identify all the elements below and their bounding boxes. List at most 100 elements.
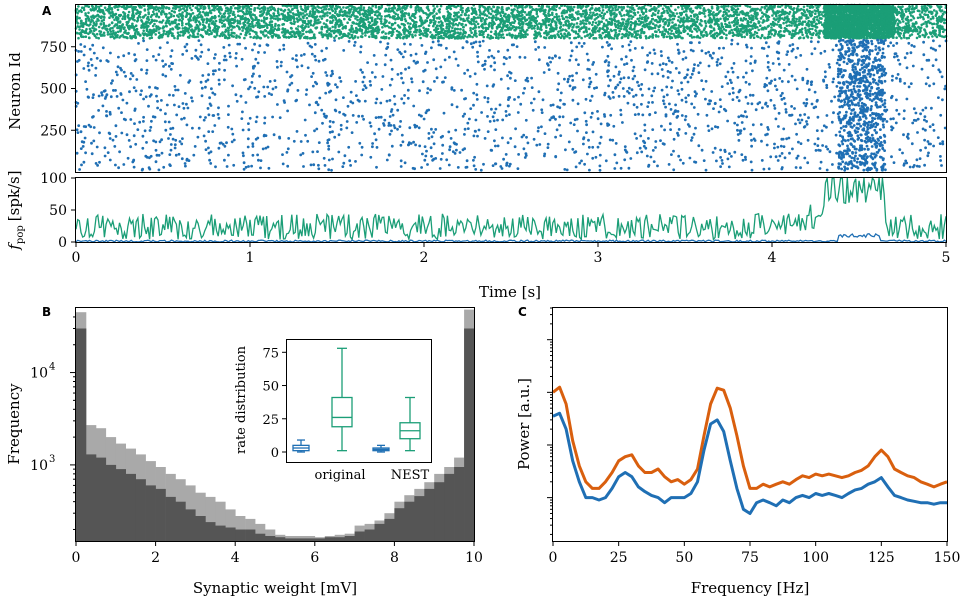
spike-inhibitory bbox=[126, 14, 130, 18]
spike-inhibitory bbox=[235, 34, 238, 37]
spike-inhibitory bbox=[759, 24, 762, 28]
spike-inhibitory bbox=[206, 28, 210, 32]
spike-inhibitory bbox=[488, 5, 491, 9]
spike-inhibitory bbox=[746, 22, 749, 25]
spike-inhibitory bbox=[682, 10, 686, 13]
spike-inhibitory bbox=[348, 36, 352, 40]
spike-inhibitory bbox=[802, 5, 806, 9]
spike-inhibitory bbox=[518, 23, 522, 27]
spike-inhibitory bbox=[677, 28, 680, 32]
spike-inhibitory bbox=[79, 22, 83, 25]
spike-inhibitory bbox=[301, 12, 305, 15]
spike-inhibitory bbox=[487, 16, 491, 19]
spike-inhibitory bbox=[722, 6, 726, 10]
spike-inhibitory bbox=[478, 5, 482, 9]
spike-inhibitory bbox=[346, 6, 350, 9]
spike-inhibitory bbox=[181, 17, 184, 21]
spike-inhibitory bbox=[559, 21, 563, 25]
spike-inhibitory bbox=[476, 16, 480, 19]
spike-inhibitory bbox=[591, 23, 594, 27]
spike-inhibitory bbox=[402, 35, 406, 39]
spike-inhibitory bbox=[204, 14, 207, 17]
spike-inhibitory bbox=[920, 5, 924, 8]
spike-inhibitory bbox=[429, 18, 432, 22]
spike-inhibitory bbox=[283, 8, 287, 12]
spike-inhibitory bbox=[578, 12, 582, 16]
spike-inhibitory bbox=[336, 14, 340, 18]
spike-inhibitory bbox=[260, 31, 263, 34]
spike-inhibitory bbox=[407, 12, 411, 15]
spike-inhibitory bbox=[426, 15, 430, 19]
spike-inhibitory bbox=[422, 26, 425, 30]
spike-inhibitory bbox=[461, 33, 465, 36]
spike-inhibitory bbox=[803, 11, 807, 14]
spike-inhibitory bbox=[299, 5, 303, 8]
spike-inhibitory bbox=[287, 35, 291, 39]
spike-inhibitory bbox=[352, 21, 355, 24]
spike-inhibitory bbox=[669, 18, 672, 22]
spike-inhibitory bbox=[143, 8, 147, 11]
spike-inhibitory bbox=[724, 22, 727, 26]
spike-inhibitory bbox=[713, 22, 717, 26]
spike-inhibitory bbox=[368, 12, 371, 15]
spike-inhibitory bbox=[782, 21, 785, 25]
spike-inhibitory bbox=[817, 14, 821, 17]
spike-inhibitory bbox=[223, 12, 227, 15]
spike-inhibitory bbox=[111, 14, 114, 18]
spike-inhibitory bbox=[439, 31, 442, 35]
spike-inhibitory bbox=[205, 21, 208, 24]
spike-inhibitory bbox=[283, 29, 287, 32]
spike-inhibitory bbox=[931, 35, 934, 38]
spike-inhibitory bbox=[911, 22, 915, 26]
spike-inhibitory bbox=[669, 32, 673, 35]
spike-inhibitory bbox=[635, 4, 639, 7]
spike-inhibitory bbox=[654, 35, 658, 38]
spike-inhibitory bbox=[361, 17, 364, 21]
spike-inhibitory bbox=[370, 18, 374, 21]
spike-inhibitory bbox=[924, 10, 927, 13]
spike-inhibitory bbox=[461, 6, 464, 10]
spike-inhibitory bbox=[517, 21, 521, 25]
spike-inhibitory bbox=[536, 27, 539, 31]
spike-inhibitory bbox=[380, 22, 383, 25]
spike-inhibitory bbox=[396, 13, 400, 17]
spike-inhibitory bbox=[288, 32, 292, 36]
spike-inhibitory bbox=[98, 10, 102, 14]
spike-inhibitory bbox=[98, 30, 101, 33]
spike-inhibitory bbox=[601, 31, 605, 35]
spike-inhibitory bbox=[230, 31, 234, 35]
spike-inhibitory bbox=[323, 25, 327, 29]
spike-inhibitory bbox=[382, 22, 385, 26]
spike-inhibitory bbox=[788, 32, 791, 36]
spike-inhibitory bbox=[292, 17, 296, 21]
spike-inhibitory bbox=[286, 16, 289, 20]
spike-inhibitory bbox=[508, 14, 511, 18]
spike-inhibitory bbox=[751, 9, 755, 12]
spike-inhibitory bbox=[374, 29, 378, 33]
spike-inhibitory bbox=[350, 34, 354, 37]
spike-inhibitory bbox=[494, 33, 498, 36]
spike-inhibitory bbox=[179, 13, 183, 17]
spike-inhibitory bbox=[662, 35, 665, 39]
spike-inhibitory bbox=[404, 7, 407, 11]
spike-inhibitory bbox=[326, 36, 330, 40]
spike-inhibitory bbox=[912, 29, 915, 33]
spike-inhibitory bbox=[379, 20, 383, 23]
spike-inhibitory bbox=[745, 28, 748, 32]
spike-inhibitory bbox=[690, 30, 694, 33]
spike-inhibitory bbox=[322, 22, 326, 25]
spike-inhibitory bbox=[912, 10, 916, 13]
spike-inhibitory bbox=[370, 11, 374, 14]
spike-inhibitory bbox=[550, 20, 554, 24]
spike-inhibitory bbox=[241, 17, 245, 20]
spike-inhibitory bbox=[118, 14, 122, 18]
spike-inhibitory bbox=[458, 33, 461, 36]
spike-inhibitory bbox=[249, 8, 253, 11]
spike-inhibitory bbox=[524, 19, 527, 23]
spike-inhibitory bbox=[584, 29, 588, 32]
spike-inhibitory bbox=[737, 27, 740, 31]
spike-inhibitory bbox=[912, 17, 916, 20]
spike-inhibitory bbox=[109, 27, 112, 30]
spike-inhibitory bbox=[778, 10, 781, 13]
spike-inhibitory bbox=[621, 22, 625, 26]
